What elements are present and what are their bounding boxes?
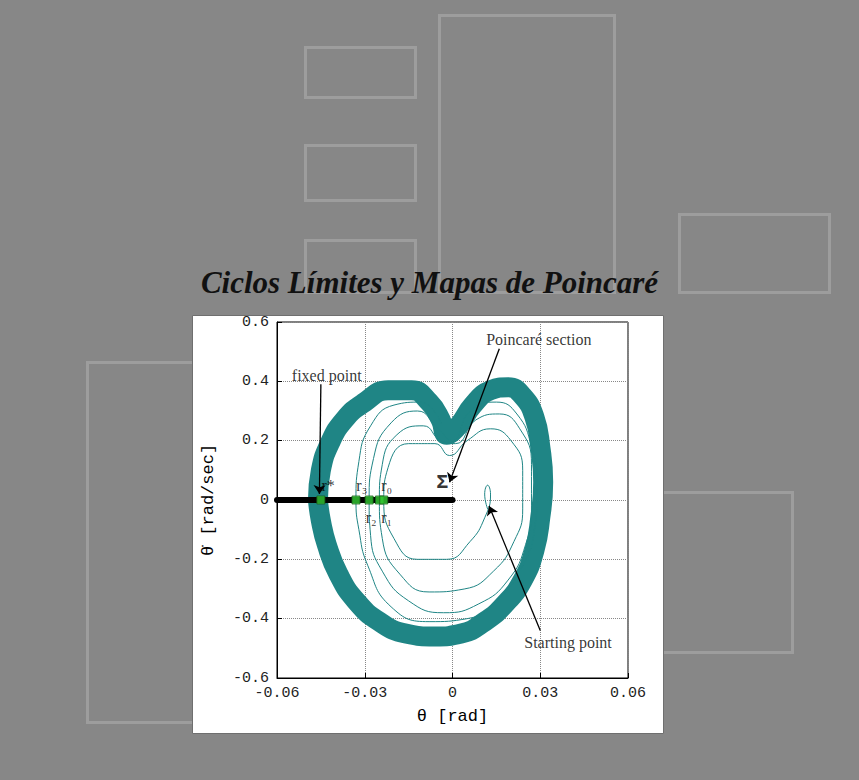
svg-text:Ciclos Límites y Mapas de Poin: Ciclos Límites y Mapas de Poincaré — [201, 265, 659, 300]
svg-text:-0.4: -0.4 — [233, 610, 269, 627]
svg-text:-0.06: -0.06 — [254, 685, 299, 702]
svg-text:0: 0 — [260, 492, 269, 509]
svg-text:-0.2: -0.2 — [233, 551, 269, 568]
svg-text:Poincaré section: Poincaré section — [486, 331, 591, 348]
svg-text:fixed point: fixed point — [292, 367, 362, 385]
svg-text:r₁: r₁ — [381, 509, 392, 526]
svg-text:-0.6: -0.6 — [233, 670, 269, 687]
svg-text:0.06: 0.06 — [610, 685, 646, 702]
svg-text:r₀: r₀ — [381, 477, 392, 494]
svg-text:θ̇ [rad/sec]: θ̇ [rad/sec] — [199, 444, 218, 556]
svg-text:Σ: Σ — [436, 471, 448, 494]
svg-text:0.2: 0.2 — [242, 432, 269, 449]
svg-text:r*: r* — [322, 477, 335, 494]
svg-text:0.6: 0.6 — [242, 314, 269, 331]
svg-text:Starting point: Starting point — [524, 634, 612, 652]
svg-text:-0.03: -0.03 — [342, 685, 387, 702]
svg-text:0.4: 0.4 — [242, 373, 269, 390]
svg-text:r₃: r₃ — [356, 477, 367, 494]
svg-text:0: 0 — [448, 685, 457, 702]
svg-text:0.03: 0.03 — [522, 685, 558, 702]
svg-text:θ [rad]: θ [rad] — [417, 707, 488, 726]
svg-text:r₂: r₂ — [366, 509, 377, 526]
